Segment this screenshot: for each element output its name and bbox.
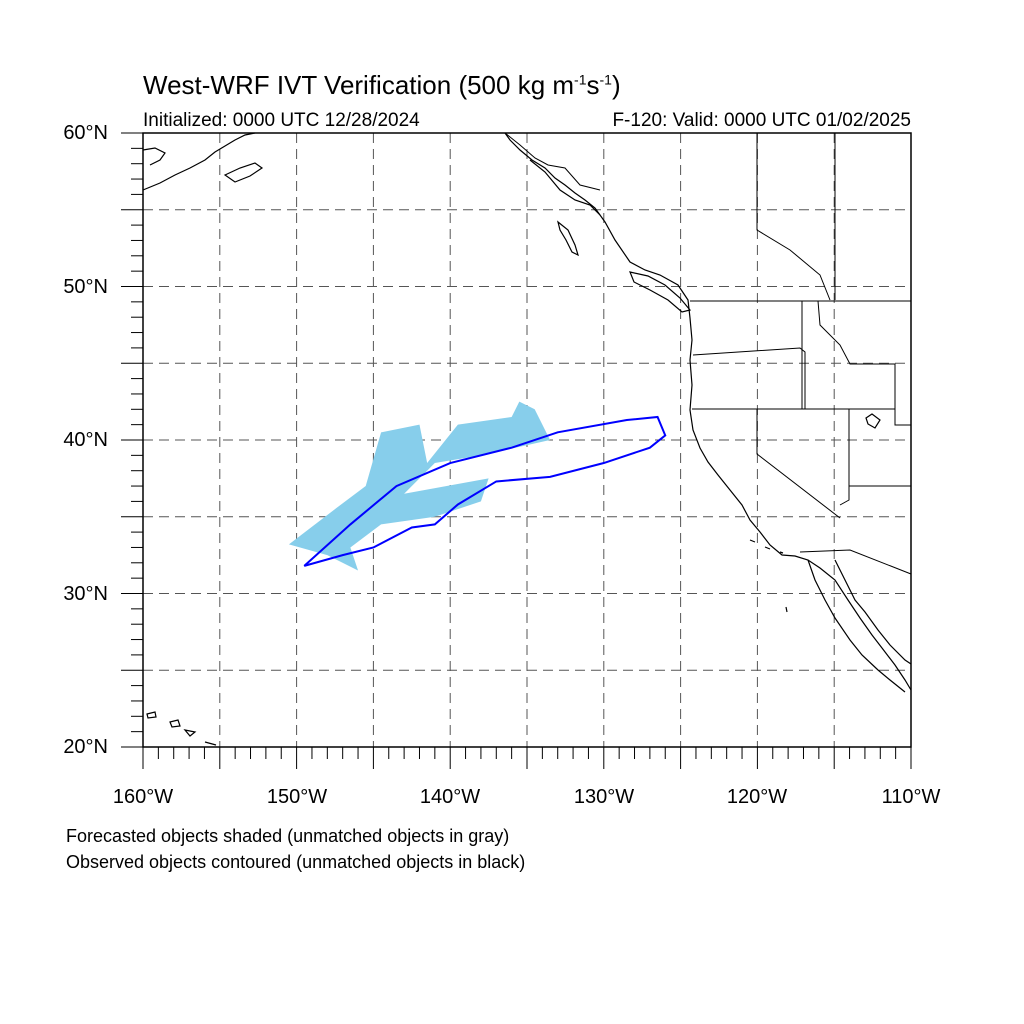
bc-border xyxy=(756,133,831,301)
observed-object-contour xyxy=(303,415,667,567)
baja-gulf xyxy=(834,559,912,665)
lon-label-140w: 140°W xyxy=(419,786,481,808)
alaska-west xyxy=(142,147,166,166)
title-unit-s: s xyxy=(586,70,600,100)
valid-time: F-120: Valid: 0000 UTC 01/02/2025 xyxy=(612,110,911,131)
north-america-coast xyxy=(504,132,912,691)
great-salt-lake xyxy=(865,413,881,429)
lat-label-20: 20°N xyxy=(63,736,108,758)
political-borders xyxy=(504,132,912,575)
baja-peninsula xyxy=(807,559,906,693)
title-close: ) xyxy=(611,70,621,100)
kodiak xyxy=(223,162,264,183)
map-title: West-WRF IVT Verification (500 kg m-1s-1… xyxy=(143,70,621,101)
haida-gwaii xyxy=(556,220,579,257)
hawaii-1 xyxy=(146,711,157,719)
wa-or-border xyxy=(692,347,806,409)
lon-label-160w: 160°W xyxy=(112,786,174,808)
forecast-object-shaded xyxy=(288,401,551,571)
title-exponent-1: -1 xyxy=(574,71,587,88)
title-text: West-WRF IVT Verification (500 kg m xyxy=(143,70,575,100)
lon-label-120w: 120°W xyxy=(726,786,788,808)
lat-label-40: 40°N xyxy=(63,429,108,451)
guadalupe-island xyxy=(785,606,788,613)
nv-ut-border xyxy=(839,409,850,506)
title-exponent-2: -1 xyxy=(599,71,612,88)
coastlines xyxy=(142,132,912,746)
forecast-objects xyxy=(288,401,551,571)
lat-label-30: 30°N xyxy=(63,583,108,605)
lat-label-50: 50°N xyxy=(63,276,108,298)
lon-label-150w: 150°W xyxy=(266,786,328,808)
alaska-south-coast xyxy=(142,132,256,191)
map-frame xyxy=(121,132,912,769)
us-mexico-border xyxy=(799,549,912,575)
vancouver-island xyxy=(629,271,692,313)
ca-nv-border xyxy=(756,409,841,519)
legend-observed-note: Observed objects contoured (unmatched ob… xyxy=(66,852,526,872)
alaska-canada-border xyxy=(504,132,601,191)
hawaii-2 xyxy=(169,719,181,728)
init-time: Initialized: 0000 UTC 12/28/2024 xyxy=(143,110,420,131)
lon-label-130w: 130°W xyxy=(573,786,635,808)
hawaii-3 xyxy=(183,729,197,737)
observed-objects xyxy=(303,415,667,567)
hawaii-4 xyxy=(204,741,217,746)
inner-coast-1 xyxy=(529,159,601,216)
channel-islands xyxy=(749,539,784,554)
legend-forecast-note: Forecasted objects shaded (unmatched obj… xyxy=(66,826,510,846)
lon-label-110w: 110°W xyxy=(881,786,941,808)
mt-border xyxy=(817,300,911,426)
lat-label-60: 60°N xyxy=(63,122,108,144)
